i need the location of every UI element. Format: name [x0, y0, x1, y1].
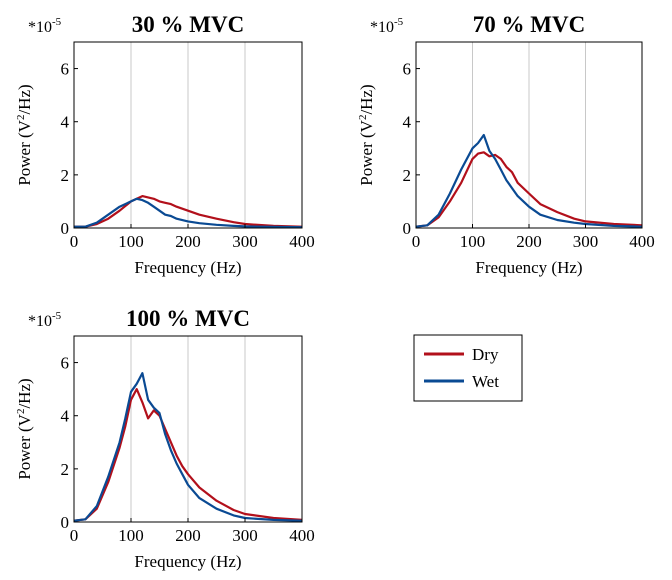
x-tick-label: 100	[460, 232, 486, 251]
chart-2: 0 100 200 300 400 0 2 4 6 70 % MVC *10-5 Frequency …	[357, 12, 655, 277]
chart-title: 70 % MVC	[473, 12, 585, 37]
x-axis-label: Frequency (Hz)	[134, 552, 241, 571]
y-tick-label: 0	[403, 219, 412, 238]
x-tick-label: 0	[70, 232, 79, 251]
chart-title: 30 % MVC	[132, 12, 244, 37]
x-tick-label: 400	[629, 232, 655, 251]
x-tick-label: 300	[573, 232, 599, 251]
y-tick-label: 0	[61, 219, 70, 238]
x-tick-label: 100	[118, 232, 144, 251]
y-axis-label: Power (V2/Hz)	[357, 84, 376, 185]
y-tick-label: 6	[61, 354, 70, 373]
series-line-wet	[74, 197, 303, 229]
scale-factor: *10-5	[28, 310, 62, 330]
y-tick-label: 4	[61, 113, 70, 132]
chart-1: 0 100 200 300 400 0 2 4 6 30 % MVC *10-5 Frequency …	[15, 12, 315, 277]
y-tick-label: 2	[61, 460, 70, 479]
x-tick-label: 400	[289, 526, 315, 545]
x-tick-label: 200	[516, 232, 542, 251]
x-axis-label: Frequency (Hz)	[475, 258, 582, 277]
series-line-dry	[74, 195, 303, 228]
series-line-wet	[415, 133, 643, 228]
x-tick-label: 200	[175, 232, 201, 251]
y-axis-label: Power (V2/Hz)	[15, 378, 34, 479]
x-tick-label: 200	[175, 526, 201, 545]
legend: Dry Wet	[413, 334, 523, 402]
x-tick-label: 300	[232, 526, 258, 545]
x-tick-label: 100	[118, 526, 144, 545]
series-line-wet	[73, 372, 303, 522]
y-tick-label: 0	[61, 513, 70, 532]
legend-label-dry: Dry	[472, 345, 499, 364]
x-axis-label: Frequency (Hz)	[134, 258, 241, 277]
scale-factor: *10-5	[370, 16, 404, 36]
y-tick-label: 4	[61, 407, 70, 426]
y-tick-label: 6	[403, 60, 412, 79]
x-tick-label: 0	[412, 232, 421, 251]
y-axis-label: Power (V2/Hz)	[15, 84, 34, 185]
legend-box	[413, 334, 523, 402]
series-line-dry	[415, 151, 643, 228]
chart-title: 100 % MVC	[126, 306, 250, 331]
x-tick-label: 400	[289, 232, 315, 251]
y-tick-label: 2	[61, 166, 70, 185]
y-tick-label: 2	[403, 166, 412, 185]
chart-3: 0 100 200 300 400 0 2 4 6 100 % MVC *10-5 Frequency…	[15, 306, 315, 571]
legend-label-wet: Wet	[472, 372, 499, 391]
x-tick-label: 0	[70, 526, 79, 545]
scale-factor: *10-5	[28, 16, 62, 36]
y-tick-label: 6	[61, 60, 70, 79]
y-tick-label: 4	[403, 113, 412, 132]
x-tick-label: 300	[232, 232, 258, 251]
